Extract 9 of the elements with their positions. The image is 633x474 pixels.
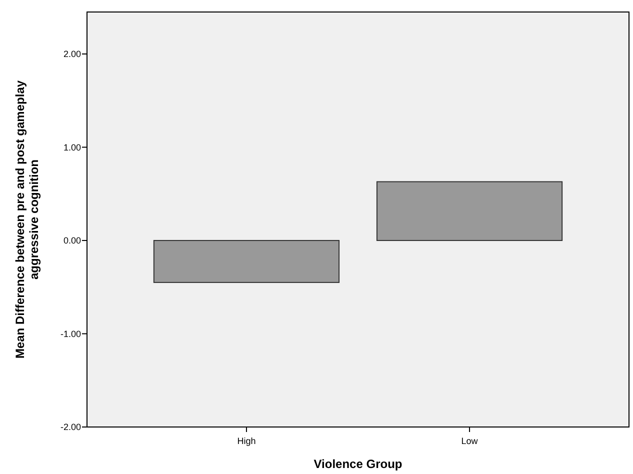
x-axis-title: Violence Group (314, 457, 402, 471)
y-axis-title: Mean Difference between pre and post gameplay aggressive cognition (13, 80, 41, 359)
y-tick-label: 1.00 (63, 142, 81, 152)
x-tick-label: High (237, 436, 256, 446)
y-tick-label: -2.00 (60, 422, 81, 432)
y-tick-label: -1.00 (60, 328, 81, 339)
y-tick-label: 0.00 (63, 236, 81, 246)
y-tick-label: 2.00 (63, 49, 81, 60)
x-tick-label: Low (461, 436, 478, 446)
